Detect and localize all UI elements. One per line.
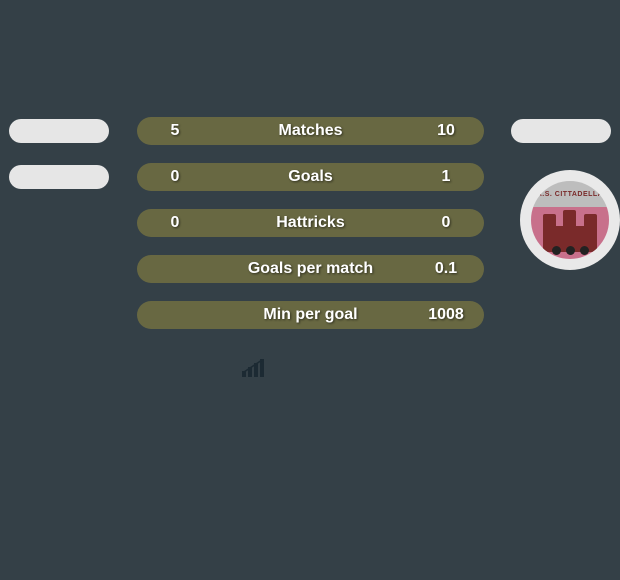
ball-icon xyxy=(566,246,575,255)
stat-pill: Goals per match0.1 xyxy=(137,255,484,283)
stat-value-left: 5 xyxy=(151,122,199,140)
crest-text: A.S. CITTADELLA xyxy=(537,191,603,198)
stat-pill: Min per goal1008 xyxy=(137,301,484,329)
crest-balls xyxy=(531,246,609,255)
side-pill-right xyxy=(511,119,611,143)
stat-pill: 0Goals1 xyxy=(137,163,484,191)
stat-row: Goals per match0.1 xyxy=(0,255,620,283)
stat-value-right: 10 xyxy=(422,122,470,140)
trend-line xyxy=(244,360,262,372)
crest-body xyxy=(531,207,609,259)
stat-value-right: 1 xyxy=(422,168,470,186)
stat-pill: 0Hattricks0 xyxy=(137,209,484,237)
ball-icon xyxy=(580,246,589,255)
stat-pill: 5Matches10 xyxy=(137,117,484,145)
stat-row: Min per goal1008 xyxy=(0,301,620,329)
ball-icon xyxy=(552,246,561,255)
stat-row: 0Goals1 xyxy=(0,163,620,191)
stat-value-left: 0 xyxy=(151,168,199,186)
stat-value-left: 0 xyxy=(151,214,199,232)
club-crest: A.S. CITTADELLA xyxy=(531,181,609,259)
side-pill-left xyxy=(9,165,109,189)
stat-value-right: 0.1 xyxy=(422,260,470,278)
stat-value-right: 0 xyxy=(422,214,470,232)
stat-label: Goals xyxy=(199,168,422,186)
crest-banner: A.S. CITTADELLA xyxy=(531,181,609,207)
stat-row: 5Matches10 xyxy=(0,117,620,145)
comparison-infographic: KolundziÄ‡ vs BojoviÄ‡ Club competitions… xyxy=(0,0,620,580)
stat-value-right: 1008 xyxy=(422,306,470,324)
side-pill-left xyxy=(9,119,109,143)
stat-label: Min per goal xyxy=(199,306,422,324)
stat-label: Matches xyxy=(199,122,422,140)
stat-label: Hattricks xyxy=(199,214,422,232)
fctables-icon xyxy=(242,359,266,377)
stat-label: Goals per match xyxy=(199,260,422,278)
club-badge: A.S. CITTADELLA xyxy=(520,170,620,270)
